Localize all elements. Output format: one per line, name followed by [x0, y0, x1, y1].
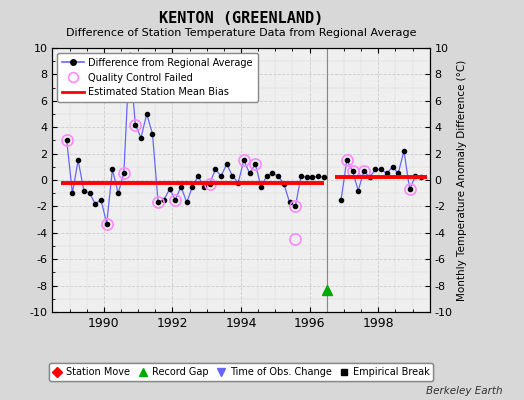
Text: KENTON (GREENLAND): KENTON (GREENLAND): [159, 11, 323, 26]
Text: Berkeley Earth: Berkeley Earth: [427, 386, 503, 396]
Legend: Station Move, Record Gap, Time of Obs. Change, Empirical Break: Station Move, Record Gap, Time of Obs. C…: [49, 363, 433, 381]
Y-axis label: Monthly Temperature Anomaly Difference (°C): Monthly Temperature Anomaly Difference (…: [457, 59, 467, 301]
Text: Difference of Station Temperature Data from Regional Average: Difference of Station Temperature Data f…: [66, 28, 416, 38]
